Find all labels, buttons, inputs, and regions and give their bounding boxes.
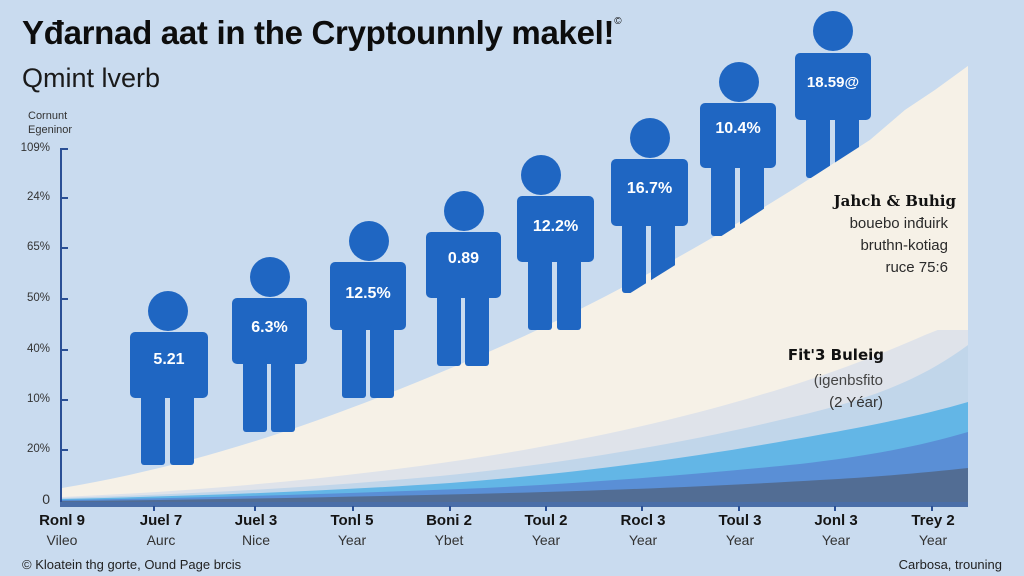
annotation-lower-line: (2 Yéar) [829,394,883,411]
annotation-upper-line: ruce 75:6 [885,259,948,276]
x-axis-label: Tonl 5 Year [302,512,402,548]
x-axis-line [60,502,968,507]
y-axis-title: Cornunt Egeninor [28,109,72,137]
y-tick-label: 109% [20,142,50,154]
x-label-main: Juel 7 [139,512,183,529]
x-label-main: Toul 3 [718,512,762,529]
person-icon-2 [232,257,307,432]
y-tick-label: 50% [26,292,50,304]
x-label-sub: Year [337,532,367,548]
x-label-sub: Year [628,532,658,548]
x-axis-ticks [153,506,933,511]
y-tick-label: 10% [26,393,50,405]
x-label-main: Boni 2 [426,512,472,529]
figure-value-label: 0.89 [447,250,480,267]
figure-value-label: 10.4% [715,120,761,137]
copyright-mark: © [614,16,622,27]
x-label-main: Toul 2 [524,512,568,529]
y-axis-title-line1: Cornunt [28,110,68,122]
person-icon-1 [130,291,208,465]
figure-value-label: 12.5% [345,285,391,302]
x-axis-label: Boni 2 Ybet [399,512,499,548]
x-axis-label: Ronl 9 Vileo [12,512,112,548]
person-icon-3 [330,221,406,398]
x-axis-label: Trey 2 Year [883,512,983,548]
area-slate [62,468,968,502]
figure-value-label: 18.59@ [806,74,860,91]
annotation-upper-line: bruthn-kotiag [860,237,948,254]
footer-source: Carbosa, trouning [898,557,1002,572]
person-icon-7 [700,62,776,236]
x-label-sub: Nice [241,532,270,548]
x-axis-label: Toul 3 Year [690,512,790,548]
annotation-upper-title: Jahch & Buhig [833,192,956,210]
y-axis-ticks [61,148,68,451]
y-tick-label: 20% [26,443,50,455]
x-label-main: Trey 2 [911,512,955,529]
x-label-main: Jonl 3 [814,512,858,529]
x-label-sub: Aurc [146,532,176,548]
y-tick-label: 24% [26,191,50,203]
x-label-main: Ronl 9 [39,512,85,529]
chart-subtitle: Qmint lverb [22,63,161,93]
figure-value-label: 5.21 [153,351,185,368]
y-tick-label-zero: 0 [42,491,50,507]
x-label-main: Rocl 3 [620,512,666,529]
chart-title-text: Yđarnad aat in the Cryptounnly makel! [22,14,615,51]
annotation-lower-title: Fit'3 Buleig [787,346,884,364]
x-label-sub: Year [531,532,561,548]
person-icon-5 [517,155,594,330]
x-label-sub: Year [821,532,851,548]
area-cream-front [600,66,968,330]
x-axis-label: Rocl 3 Year [593,512,693,548]
y-tick-label: 65% [26,241,50,253]
figure-value-label: 6.3% [251,319,288,336]
x-label-sub: Year [725,532,755,548]
annotation-lower-line: (igenbsfito [813,372,883,389]
x-axis-label: Juel 3 Nice [206,512,306,548]
y-tick-label: 40% [26,343,50,355]
figure-value-label: 16.7% [626,180,673,197]
annotation-upper-line: bouebo inđuirk [849,215,948,232]
x-label-main: Juel 3 [234,512,278,529]
x-label-main: Tonl 5 [330,512,374,529]
footer-credit: © Kloatein thg gorte, Ound Page brcis [22,557,242,572]
figure-value-label: 12.2% [532,218,579,235]
x-axis-label: Juel 7 Aurc [111,512,211,548]
x-label-sub: Vileo [46,532,78,548]
area-cream [62,66,968,502]
y-axis-title-line2: Egeninor [28,124,73,136]
chart-title: Yđarnad aat in the Cryptounnly makel!© [22,14,622,52]
x-label-sub: Year [918,532,948,548]
person-icon-4 [426,191,501,366]
x-label-sub: Ybet [434,532,464,548]
x-axis-label: Toul 2 Year [496,512,596,548]
x-axis-label: Jonl 3 Year [786,512,886,548]
